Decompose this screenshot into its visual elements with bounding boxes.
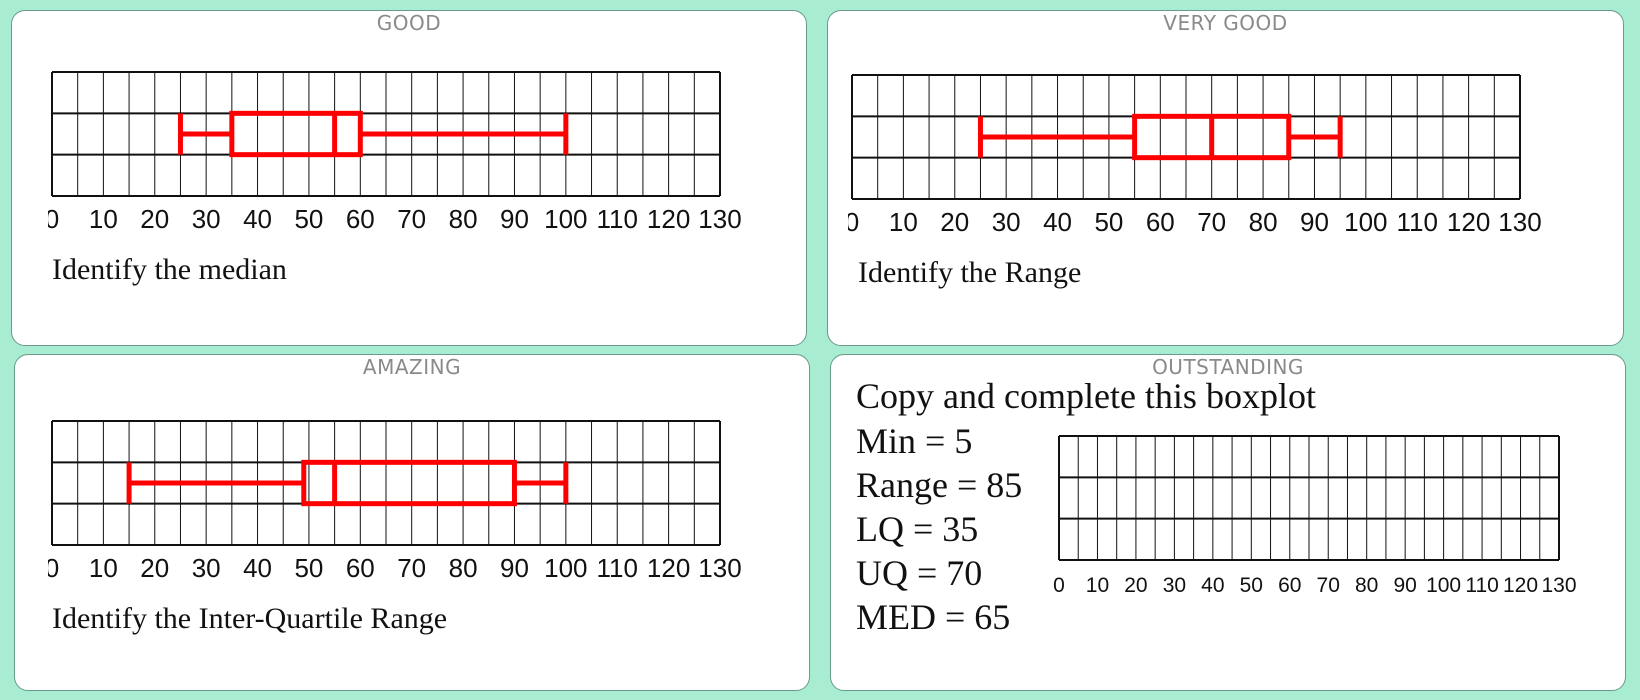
tick-label: 80	[449, 553, 478, 583]
info-range: Range = 85	[856, 465, 1023, 505]
tick-label: 130	[698, 553, 741, 583]
tick-label: 50	[294, 204, 323, 234]
tick-label: 120	[647, 204, 690, 234]
tick-label: 60	[1278, 574, 1301, 597]
tick-label: 20	[940, 207, 969, 237]
tick-label: 0	[1053, 574, 1065, 597]
tick-label: 30	[992, 207, 1021, 237]
tick-label: 20	[140, 204, 169, 234]
tick-label: 90	[500, 204, 529, 234]
info-uq: UQ = 70	[856, 553, 983, 593]
tick-label: 20	[140, 553, 169, 583]
boxplot-chart: 0 10 20 30 40 50 60 70 80 90 100 110 120 130	[848, 74, 1542, 237]
tick-label: 90	[1393, 574, 1416, 597]
grid	[1058, 435, 1560, 561]
tick-label: 90	[1300, 207, 1329, 237]
iqr-box	[301, 459, 517, 507]
tick-label: 60	[1146, 207, 1175, 237]
tick-label: 30	[1163, 574, 1186, 597]
grid	[851, 74, 1521, 200]
tick-label: 130	[698, 204, 741, 234]
tick-label: 60	[346, 204, 375, 234]
tick-label: 130	[1541, 574, 1576, 597]
tick-label: 110	[1465, 574, 1498, 597]
tick-label: 100	[544, 553, 587, 583]
tick-label: 70	[397, 553, 426, 583]
tick-label: 40	[1043, 207, 1072, 237]
tick-label: 20	[1124, 574, 1147, 597]
tick-label: 0	[48, 553, 59, 583]
tick-label: 50	[1094, 207, 1123, 237]
tick-label: 60	[346, 553, 375, 583]
tick-label: 10	[89, 553, 118, 583]
question-text: Identify the Inter-Quartile Range	[52, 602, 448, 635]
tick-label: 70	[397, 204, 426, 234]
tick-label: 90	[500, 553, 529, 583]
tick-label: 110	[1397, 207, 1438, 237]
tick-label: 10	[889, 207, 918, 237]
tick-label: 80	[1249, 207, 1278, 237]
blank-boxplot-grid: 0 10 20 30 40 50 60 70 80 90 100 110 120 130	[1053, 435, 1577, 597]
tick-label: 120	[1503, 574, 1538, 597]
task-heading: Copy and complete this boxplot	[856, 376, 1316, 416]
info-min: Min = 5	[856, 421, 973, 461]
tick-label: 80	[449, 204, 478, 234]
tick-label: 70	[1197, 207, 1226, 237]
tick-label: 80	[1355, 574, 1378, 597]
card-outstanding: OUTSTANDING Copy and complete this boxpl…	[830, 354, 1626, 691]
tick-label: 50	[294, 553, 323, 583]
info-lq: LQ = 35	[856, 509, 979, 549]
iqr-box	[229, 110, 363, 158]
tick-label: 100	[1344, 207, 1387, 237]
tick-label: 120	[647, 553, 690, 583]
card-title: AMAZING	[362, 355, 462, 379]
tick-label: 0	[848, 207, 859, 237]
tick-label: 40	[243, 553, 272, 583]
tick-label: 40	[243, 204, 272, 234]
tick-label: 50	[1240, 574, 1263, 597]
tick-label: 0	[48, 204, 59, 234]
tick-label: 10	[1086, 574, 1109, 597]
card-very-good: VERY GOOD 0 10 20 30 40 50 60 70 80 90 100 110 120 13…	[827, 10, 1624, 346]
card-title: GOOD	[376, 11, 442, 35]
tick-label: 30	[192, 204, 221, 234]
tick-label: 10	[89, 204, 118, 234]
tick-label: 40	[1201, 574, 1224, 597]
info-med: MED = 65	[856, 597, 1011, 637]
tick-label: 130	[1498, 207, 1541, 237]
tick-label: 110	[597, 553, 638, 583]
tick-label: 70	[1317, 574, 1340, 597]
tick-label: 100	[1426, 574, 1461, 597]
boxplot-chart: 0 10 20 30 40 50 60 70 80 90 100 110 120 130	[48, 420, 742, 583]
tick-label: 110	[597, 204, 638, 234]
tick-label: 30	[192, 553, 221, 583]
card-amazing: AMAZING 0 10 20 30 40 50 60 70 80 90 100 110 120 130 …	[14, 354, 810, 691]
card-title: OUTSTANDING	[1152, 355, 1304, 379]
question-text: Identify the median	[52, 253, 287, 286]
card-title: VERY GOOD	[1163, 11, 1288, 35]
tick-label: 120	[1447, 207, 1490, 237]
card-good: GOOD 0 10 20 30 40 50 60 70 80 90 100 110 120 130 Ide…	[11, 10, 807, 346]
tick-label: 100	[544, 204, 587, 234]
question-text: Identify the Range	[858, 256, 1082, 289]
boxplot-chart: 0 10 20 30 40 50 60 70 80 90 100 110 120 130	[48, 71, 742, 234]
